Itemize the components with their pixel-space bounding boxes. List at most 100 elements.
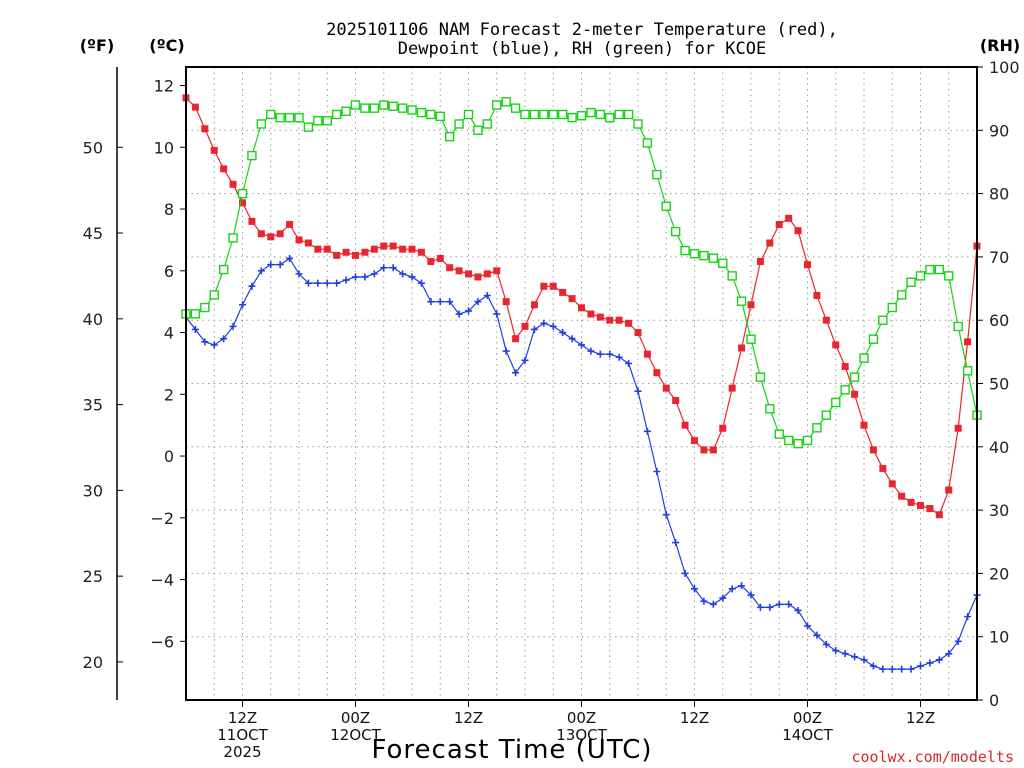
dewpoint-point [869, 662, 877, 670]
temperature-point [728, 384, 736, 392]
rh-point [925, 264, 935, 275]
dewpoint-point [474, 298, 482, 306]
dewpoint-point [672, 539, 680, 547]
temperature-point [191, 103, 199, 111]
dewpoint-point [370, 270, 378, 278]
dewpoint-point [323, 279, 331, 287]
rh-point [237, 188, 248, 199]
temperature-point [427, 258, 435, 266]
temperature-point [370, 245, 378, 253]
rh-tick-label: 100 [989, 58, 1020, 77]
rh-point [736, 296, 747, 306]
dewpoint-point [926, 659, 934, 667]
rh-point [642, 138, 653, 148]
rh-point [699, 250, 709, 261]
dewpoint-point [333, 279, 341, 287]
dewpoint-point [549, 322, 557, 330]
celsius-tick-label: 0 [164, 447, 174, 466]
temperature-point [248, 217, 256, 225]
dewpoint-point [578, 341, 585, 349]
rh-point [962, 366, 973, 376]
temperature-point [380, 242, 388, 250]
rh-point [294, 112, 304, 123]
temperature-point [502, 298, 510, 306]
time-tick-label: 11OCT [217, 726, 268, 744]
temperature-point [662, 384, 670, 392]
dewpoint-point [615, 353, 623, 361]
celsius-axis: 12 10 8 6 4 2 0 −2 −4 −6 [150, 77, 186, 651]
dewpoint-point [653, 468, 661, 476]
temperature-point [747, 301, 755, 309]
temperature-point [643, 350, 651, 358]
temperature-point [935, 511, 943, 519]
source-credit[interactable]: coolwx.com/modelts [851, 748, 1014, 766]
temperature-point [417, 248, 425, 256]
temperature-point [446, 264, 454, 272]
temperature-series [182, 94, 981, 519]
temperature-point [276, 230, 284, 238]
dewpoint-point [898, 665, 906, 673]
temperature-point [756, 258, 764, 266]
dewpoint-point [794, 606, 802, 614]
rh-point [313, 116, 323, 126]
dewpoint-point [879, 665, 887, 673]
time-tick-label: 2025 [223, 743, 261, 761]
fahrenheit-tick-label: 45 [83, 224, 103, 243]
rh-point [520, 109, 530, 120]
rh-point [501, 97, 511, 107]
temperature-point [672, 396, 680, 404]
dewpoint-point [201, 338, 209, 346]
dewpoint-point [738, 582, 746, 590]
rh-point [548, 109, 558, 120]
rh-point [586, 107, 596, 118]
dewpoint-point [643, 427, 651, 435]
rh-point [369, 103, 380, 113]
dewpoint-point [596, 350, 604, 358]
rh-point [887, 302, 897, 313]
dewpoint-point [681, 569, 689, 577]
celsius-tick-label: −2 [150, 509, 174, 528]
dewpoint-point [220, 335, 228, 343]
temperature-point [559, 288, 567, 296]
rh-point [209, 290, 219, 300]
rh-series [181, 97, 982, 449]
rh-point [783, 435, 794, 446]
temperature-point [653, 369, 661, 377]
dewpoint-point [380, 264, 388, 272]
dewpoint-point [408, 273, 416, 281]
rh-point [576, 111, 587, 121]
dewpoint-point [483, 291, 491, 299]
dewpoint-point [361, 273, 369, 281]
rh-point [331, 109, 342, 120]
dewpoint-point [709, 600, 717, 608]
fahrenheit-axis: 50 45 40 35 30 25 20 [83, 138, 123, 672]
rh-point [284, 112, 295, 123]
temperature-point [634, 329, 642, 337]
rh-point [708, 253, 719, 263]
temperature-point [436, 254, 444, 262]
temperature-point [578, 304, 585, 312]
rh-point [275, 112, 285, 123]
celsius-tick-label: 12 [154, 77, 174, 96]
dewpoint-point [521, 356, 529, 364]
rh-unit-label: (RH) [980, 36, 1020, 55]
dewpoint-point [691, 585, 698, 593]
dewpoint-point [822, 640, 830, 648]
rh-point [802, 435, 813, 446]
temperature-point [804, 261, 811, 269]
temperature-point [352, 251, 359, 259]
rh-tick-label: 50 [989, 375, 1009, 394]
temperature-point [399, 245, 407, 253]
temperature-point [549, 282, 557, 290]
rh-tick-label: 40 [989, 438, 1009, 457]
rh-point [915, 271, 926, 281]
celsius-tick-label: 8 [164, 200, 174, 219]
rh-point [812, 423, 822, 433]
dewpoint-point [502, 347, 510, 355]
temperature-point [860, 421, 868, 429]
rh-point [953, 321, 963, 332]
temperature-point [907, 498, 915, 506]
temperature-point [239, 199, 246, 207]
temperature-point [201, 125, 209, 133]
